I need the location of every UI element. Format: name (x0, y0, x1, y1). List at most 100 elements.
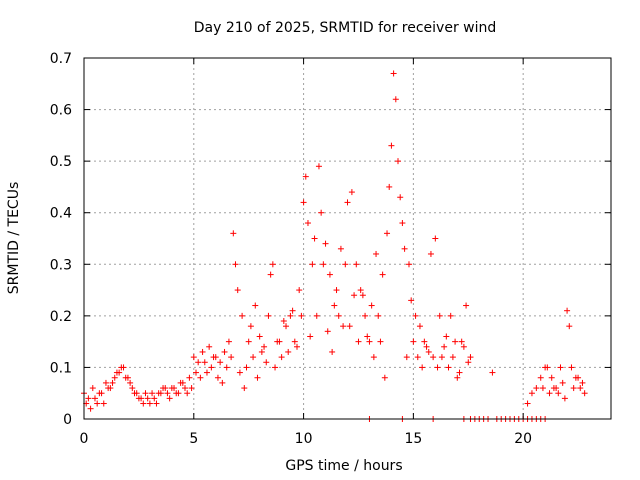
data-point (146, 400, 153, 407)
data-point (263, 359, 270, 366)
data-point (392, 96, 399, 103)
data-point (171, 385, 178, 392)
data-point (405, 261, 412, 268)
data-point (564, 307, 571, 314)
data-point (419, 364, 426, 371)
data-point (381, 374, 388, 381)
data-point (201, 359, 208, 366)
data-point (460, 343, 467, 350)
data-point (408, 297, 415, 304)
data-point (454, 374, 461, 381)
data-point (414, 354, 421, 361)
data-point (537, 374, 544, 381)
data-point (206, 343, 213, 350)
data-point (197, 374, 204, 381)
data-point (261, 343, 268, 350)
y-tick-label: 0.3 (50, 257, 72, 273)
data-point (443, 333, 450, 340)
data-point (438, 354, 445, 361)
x-tick-label: 10 (295, 431, 313, 447)
data-point (287, 312, 294, 319)
data-point (135, 395, 142, 402)
data-point (449, 354, 456, 361)
data-point (291, 338, 298, 345)
data-point (579, 379, 586, 386)
data-point (182, 385, 189, 392)
data-points (81, 70, 588, 422)
data-point (357, 287, 364, 294)
data-point (186, 374, 193, 381)
data-point (322, 240, 329, 247)
data-point (210, 354, 217, 361)
data-point (252, 302, 259, 309)
data-point (544, 364, 551, 371)
data-point (375, 312, 382, 319)
data-point (423, 343, 430, 350)
data-point (346, 323, 353, 330)
data-point (329, 348, 336, 355)
data-point (129, 385, 136, 392)
data-point (311, 235, 318, 242)
data-point (100, 400, 107, 407)
data-point (102, 379, 109, 386)
data-point (203, 369, 210, 376)
data-point (553, 385, 560, 392)
data-point (85, 395, 92, 402)
data-point (458, 338, 465, 345)
data-point (379, 271, 386, 278)
axes (83, 57, 612, 420)
data-point (366, 338, 373, 345)
y-axis-title: SRMTID / TECUs (6, 182, 22, 295)
data-point (557, 364, 564, 371)
data-point (223, 364, 230, 371)
data-point (272, 364, 279, 371)
data-point (267, 271, 274, 278)
data-point (463, 302, 470, 309)
data-point (436, 312, 443, 319)
data-point (109, 379, 116, 386)
data-point (302, 173, 309, 180)
data-point (236, 369, 243, 376)
data-point (313, 312, 320, 319)
data-point (399, 220, 406, 227)
data-point (326, 271, 333, 278)
data-point (353, 261, 360, 268)
data-point (364, 333, 371, 340)
data-point (300, 199, 307, 206)
data-point (403, 354, 410, 361)
data-point (421, 338, 428, 345)
data-point (362, 312, 369, 319)
data-point (416, 323, 423, 330)
data-point (144, 395, 151, 402)
data-point (265, 312, 272, 319)
data-point (467, 354, 474, 361)
data-point (96, 390, 103, 397)
data-point (192, 369, 199, 376)
data-point (283, 323, 290, 330)
data-point (239, 312, 246, 319)
data-point (105, 385, 112, 392)
data-point (388, 142, 395, 149)
data-point (524, 400, 531, 407)
data-point (401, 245, 408, 252)
data-point (199, 348, 206, 355)
data-point (184, 390, 191, 397)
data-point (118, 364, 125, 371)
data-point (575, 374, 582, 381)
data-point (296, 287, 303, 294)
data-point (577, 385, 584, 392)
data-point (430, 354, 437, 361)
data-point (241, 385, 248, 392)
data-point (452, 338, 459, 345)
data-point (384, 230, 391, 237)
y-tick-label: 0.2 (50, 309, 72, 325)
data-point (342, 261, 349, 268)
data-point (368, 302, 375, 309)
data-point (546, 390, 553, 397)
data-point (280, 318, 287, 325)
data-point (559, 379, 566, 386)
data-point (320, 261, 327, 268)
data-point (373, 250, 380, 257)
data-point (153, 400, 160, 407)
data-point (89, 385, 96, 392)
